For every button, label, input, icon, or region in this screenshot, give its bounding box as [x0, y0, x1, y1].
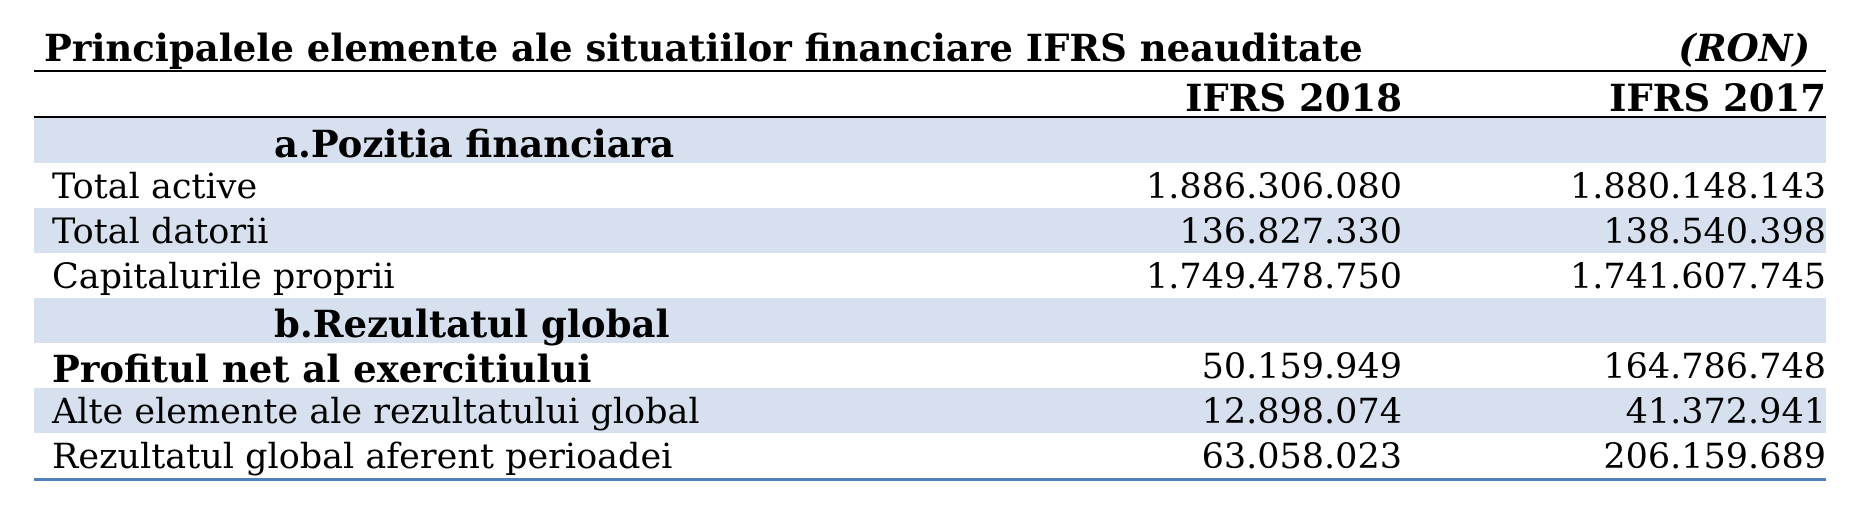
table-row: Rezultatul global aferent perioadei 63.0… — [34, 433, 1826, 481]
value-2017: 164.786.748 — [1603, 347, 1826, 387]
value-2018: 50.159.949 — [1201, 347, 1402, 387]
value-2018: 12.898.074 — [1201, 392, 1402, 432]
column-header-2017: IFRS 2017 — [1609, 76, 1826, 120]
table-row: Total active 1.886.306.080 1.880.148.143 — [34, 163, 1826, 208]
row-label: Alte elemente ale rezultatului global — [52, 392, 700, 432]
section-row-pozitia-financiara: a.Pozitia financiara — [34, 118, 1826, 166]
column-header-2018: IFRS 2018 — [1185, 76, 1402, 120]
section-row-rezultatul-global: b.Rezultatul global — [34, 298, 1826, 346]
value-2017: 138.540.398 — [1603, 212, 1826, 252]
row-label: Rezultatul global aferent perioadei — [52, 437, 673, 477]
row-label: Total active — [52, 167, 258, 207]
table-row: Alte elemente ale rezultatului global 12… — [34, 388, 1826, 433]
section-title: b.Rezultatul global — [274, 302, 670, 346]
row-label: Total datorii — [52, 212, 269, 252]
value-2017: 1.880.148.143 — [1569, 167, 1826, 207]
section-title: a.Pozitia financiara — [274, 122, 675, 166]
value-2018: 1.886.306.080 — [1145, 167, 1402, 207]
value-2018: 63.058.023 — [1201, 437, 1402, 477]
table-row: Total datorii 136.827.330 138.540.398 — [34, 208, 1826, 253]
value-2017: 41.372.941 — [1625, 392, 1826, 432]
row-label: Profitul net al exercitiului — [52, 347, 592, 391]
column-header-row: IFRS 2018 IFRS 2017 — [34, 72, 1826, 120]
value-2017: 1.741.607.745 — [1569, 257, 1826, 297]
table-row: Profitul net al exercitiului 50.159.949 … — [34, 343, 1826, 391]
title-row: Principalele elemente ale situatiilor fi… — [34, 18, 1826, 72]
value-2017: 206.159.689 — [1603, 437, 1826, 477]
value-2018: 136.827.330 — [1179, 212, 1402, 252]
table-row: Capitalurile proprii 1.749.478.750 1.741… — [34, 253, 1826, 298]
currency-unit: (RON) — [1678, 26, 1810, 70]
table-title: Principalele elemente ale situatiilor fi… — [44, 26, 1363, 70]
financial-summary-table: Principalele elemente ale situatiilor fi… — [34, 18, 1826, 481]
row-label: Capitalurile proprii — [52, 257, 395, 297]
value-2018: 1.749.478.750 — [1145, 257, 1402, 297]
